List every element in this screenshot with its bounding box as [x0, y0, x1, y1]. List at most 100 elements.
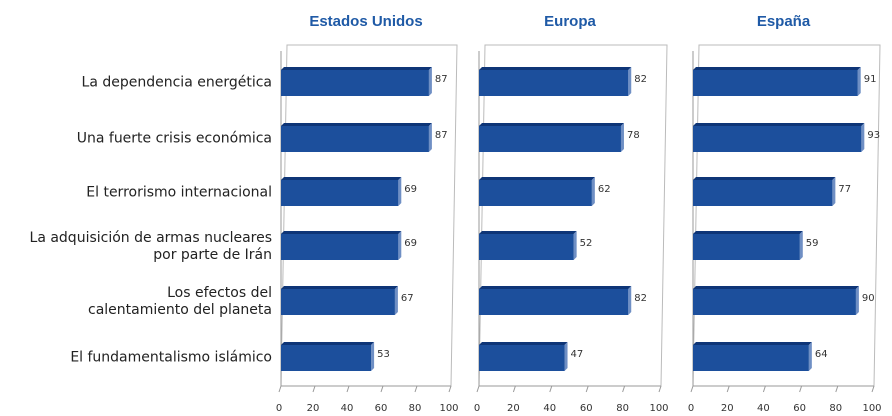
category-label: La dependencia energética [81, 74, 272, 91]
x-tick-label: 20 [507, 403, 520, 414]
x-tick [549, 385, 553, 393]
bar-side [628, 286, 632, 315]
x-tick-label: 0 [688, 403, 694, 414]
category-label: Una fuerte crisis económica [76, 130, 272, 147]
x-tick-label: 100 [649, 403, 668, 414]
panel-title: España [757, 13, 811, 30]
x-tick [346, 385, 350, 393]
bar-side [573, 231, 577, 260]
bar-top [281, 123, 432, 126]
x-tick [380, 385, 384, 393]
x-tick-label: 80 [616, 403, 629, 414]
bar-top [479, 177, 595, 180]
x-tick [448, 385, 452, 393]
x-tick [414, 385, 418, 393]
bar-side [808, 342, 812, 371]
bar-side [428, 123, 432, 152]
bar [693, 234, 800, 260]
value-label: 69 [404, 184, 417, 195]
panel-title: Europa [544, 13, 596, 30]
value-label: 47 [571, 349, 584, 360]
value-label: 67 [401, 293, 414, 304]
value-label: 90 [862, 293, 875, 304]
bar-side [832, 177, 836, 206]
bar-side [398, 177, 402, 206]
bar [281, 70, 429, 96]
x-tick [476, 385, 480, 393]
bar-side [564, 342, 568, 371]
bar-side [591, 177, 595, 206]
bar-top [281, 67, 432, 70]
x-tick [585, 385, 589, 393]
bar-top [479, 286, 632, 289]
bar-side [371, 342, 375, 371]
bar [479, 70, 629, 96]
bar [693, 70, 858, 96]
x-tick [762, 385, 766, 393]
bar-top [693, 123, 865, 126]
bar [479, 180, 592, 206]
bar-top [479, 67, 632, 70]
value-label: 82 [634, 293, 647, 304]
bar-side [620, 123, 624, 152]
bar [281, 234, 399, 260]
x-tick [799, 385, 803, 393]
category-label: El terrorismo internacional [86, 184, 272, 201]
value-label: 64 [815, 349, 828, 360]
category-label: Los efectos del calentamiento del planet… [88, 285, 272, 318]
x-tick-label: 40 [341, 403, 354, 414]
bar [479, 126, 621, 152]
bar [281, 180, 399, 206]
x-tick-label: 20 [721, 403, 734, 414]
value-label: 52 [580, 238, 593, 249]
bar-top [693, 342, 812, 345]
plot-frame [692, 44, 881, 387]
bar-side [855, 286, 859, 315]
bar-side [861, 123, 865, 152]
bar-side [857, 67, 861, 96]
x-tick [658, 385, 662, 393]
value-label: 87 [435, 130, 448, 141]
x-tick-label: 40 [757, 403, 770, 414]
bar-top [281, 286, 398, 289]
x-tick-label: 100 [862, 403, 881, 414]
bar-side [428, 67, 432, 96]
bar [479, 234, 574, 260]
bar-side [799, 231, 803, 260]
x-tick [835, 385, 839, 393]
x-tick-label: 80 [829, 403, 842, 414]
x-tick [312, 385, 316, 393]
bar-side [628, 67, 632, 96]
bar [281, 126, 429, 152]
bar [693, 180, 833, 206]
bar [693, 289, 856, 315]
bar-top [281, 342, 375, 345]
bar [281, 289, 395, 315]
plot-frame [478, 44, 668, 387]
bar-side [394, 286, 398, 315]
x-tick-label: 60 [375, 403, 388, 414]
bar-top [693, 231, 803, 234]
x-tick [622, 385, 626, 393]
x-tick [512, 385, 516, 393]
x-tick [690, 385, 694, 393]
value-label: 69 [404, 238, 417, 249]
x-tick-label: 100 [439, 403, 458, 414]
bar-top [479, 231, 577, 234]
value-label: 78 [627, 130, 640, 141]
category-label: La adquisición de armas nucleares por pa… [29, 230, 272, 263]
x-tick-label: 80 [409, 403, 422, 414]
x-tick-label: 60 [793, 403, 806, 414]
bar-top [479, 123, 624, 126]
x-tick [871, 385, 875, 393]
value-label: 53 [377, 349, 390, 360]
panel-title: Estados Unidos [309, 13, 422, 30]
bar [693, 345, 809, 371]
bar-top [281, 177, 402, 180]
value-label: 87 [435, 74, 448, 85]
x-tick-label: 60 [580, 403, 593, 414]
x-tick [726, 385, 730, 393]
x-tick-label: 0 [276, 403, 282, 414]
